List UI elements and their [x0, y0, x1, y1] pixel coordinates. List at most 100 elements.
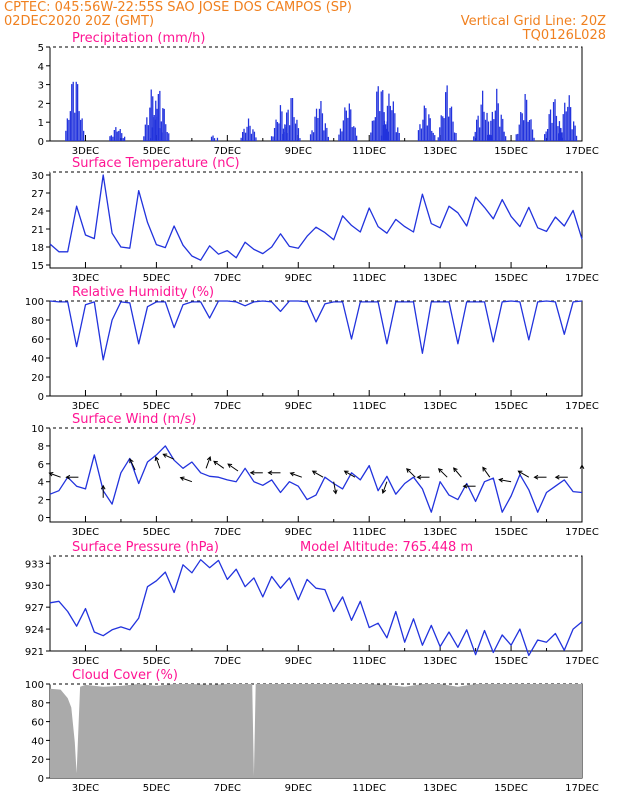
precip-bar — [551, 122, 553, 141]
precip-bar — [528, 120, 531, 141]
precip-bar — [213, 138, 216, 141]
cloud-ytick-label: 60 — [31, 718, 44, 729]
precip-ytick-label: 5 — [38, 43, 44, 54]
precip-bar — [440, 115, 442, 141]
precip-ytick-label: 0 — [38, 137, 44, 148]
precip-bar — [345, 110, 347, 141]
precip-bar — [147, 125, 149, 141]
precip-ytick-label: 2 — [38, 99, 44, 110]
precip-bar — [476, 119, 478, 141]
temp-xtick-label: 9DEC — [285, 273, 312, 284]
precip-bar — [527, 121, 529, 141]
precip-xtick-label: 7DEC — [214, 146, 241, 157]
precip-bar — [149, 107, 151, 141]
precip-bar — [503, 131, 505, 141]
temp-title: Surface Temperature (nC) — [72, 156, 240, 171]
wind-arrow-shaft — [482, 467, 491, 478]
wind-arrow-head — [65, 474, 71, 480]
precip-bar — [163, 108, 165, 141]
wind-xtick-label: 3DEC — [72, 527, 99, 538]
precip-bar — [549, 109, 552, 141]
precip-bar — [320, 101, 322, 141]
precip-bar — [426, 125, 428, 141]
wind-arrow-shaft — [205, 456, 211, 469]
precip-bar — [491, 111, 493, 141]
rh-ytick-label: 100 — [25, 297, 44, 308]
precip-bar — [434, 135, 436, 141]
precip-bar — [116, 131, 118, 141]
temp-xtick-label: 17DEC — [565, 273, 599, 284]
cloud-xtick-label: 15DEC — [494, 783, 528, 794]
precip-bar — [122, 138, 124, 141]
wind-arrow-shaft — [344, 470, 356, 478]
wind-arrow-head — [129, 458, 134, 464]
temp-xtick-label: 3DEC — [72, 273, 99, 284]
precip-xtick-label: 17DEC — [565, 146, 599, 157]
wind-arrow-head — [100, 484, 106, 490]
precip-bar — [392, 101, 394, 141]
wind-arrow-head — [227, 463, 233, 468]
cloud-area — [50, 684, 582, 778]
precip-bar — [558, 121, 561, 141]
wind-arrow-shaft — [453, 467, 462, 478]
precip-bar — [530, 119, 532, 141]
precip-bar — [318, 108, 321, 141]
precip-bar — [314, 116, 316, 141]
header-location: CPTEC: 045:56W-22:55S SAO JOSE DOS CAMPO… — [4, 0, 352, 15]
precip-bar — [278, 123, 280, 141]
precip-bar — [371, 120, 373, 141]
precip-bar — [109, 136, 111, 141]
precip-bar — [505, 136, 507, 141]
psfc-title: Surface Pressure (hPa) — [72, 540, 219, 555]
cloud-ytick-label: 0 — [38, 774, 44, 785]
precip-bar — [150, 89, 152, 141]
wind-arrow-head — [48, 472, 54, 477]
wind-series-line — [49, 445, 583, 513]
precip-bar — [425, 108, 427, 141]
cloud-ytick-label: 20 — [31, 755, 44, 766]
precip-bar — [439, 127, 441, 141]
rh-ytick-label: 80 — [31, 316, 44, 327]
precip-bar — [499, 126, 501, 141]
precip-bar — [113, 130, 115, 141]
wind-arrow-head — [332, 489, 338, 495]
wind-arrow-head — [462, 483, 468, 489]
psfc-xtick-label: 13DEC — [423, 656, 457, 667]
wind-arrow-shaft — [382, 481, 388, 494]
precip-bar — [243, 128, 245, 141]
precip-bar — [545, 131, 547, 141]
precip-bar — [156, 116, 158, 141]
precip-bar — [518, 124, 520, 141]
precip-bar — [154, 119, 157, 141]
precip-bar — [146, 117, 148, 141]
precip-bar — [423, 105, 425, 141]
precip-bar — [165, 124, 167, 141]
wind-arrow-head — [437, 468, 443, 473]
precip-bar — [374, 117, 376, 141]
temp-xtick-label: 13DEC — [423, 273, 457, 284]
precip-bar — [575, 135, 578, 141]
precip-bar — [437, 137, 439, 141]
precip-bar — [78, 111, 80, 141]
precip-bar — [389, 105, 391, 141]
precip-bar — [250, 133, 253, 141]
psfc-xtick-label: 3DEC — [72, 656, 99, 667]
wind-arrow-head — [343, 470, 349, 475]
rh-frame — [49, 300, 583, 397]
precip-bar — [72, 81, 74, 141]
wind-xtick-label: 9DEC — [285, 527, 312, 538]
precip-bar — [68, 119, 70, 141]
psfc-ytick-label: 933 — [25, 559, 44, 570]
wind-arrow-head — [381, 488, 387, 494]
precip-bar — [394, 113, 396, 141]
precip-bar — [486, 112, 488, 141]
cloud-xtick-label: 13DEC — [423, 783, 457, 794]
precip-bar — [555, 115, 558, 141]
wind-arrow-head — [311, 470, 317, 475]
precip-bar — [380, 135, 383, 141]
precip-bar — [373, 120, 375, 141]
precip-bar — [311, 130, 313, 141]
precip-bar — [144, 124, 146, 141]
precip-bar — [299, 138, 301, 141]
